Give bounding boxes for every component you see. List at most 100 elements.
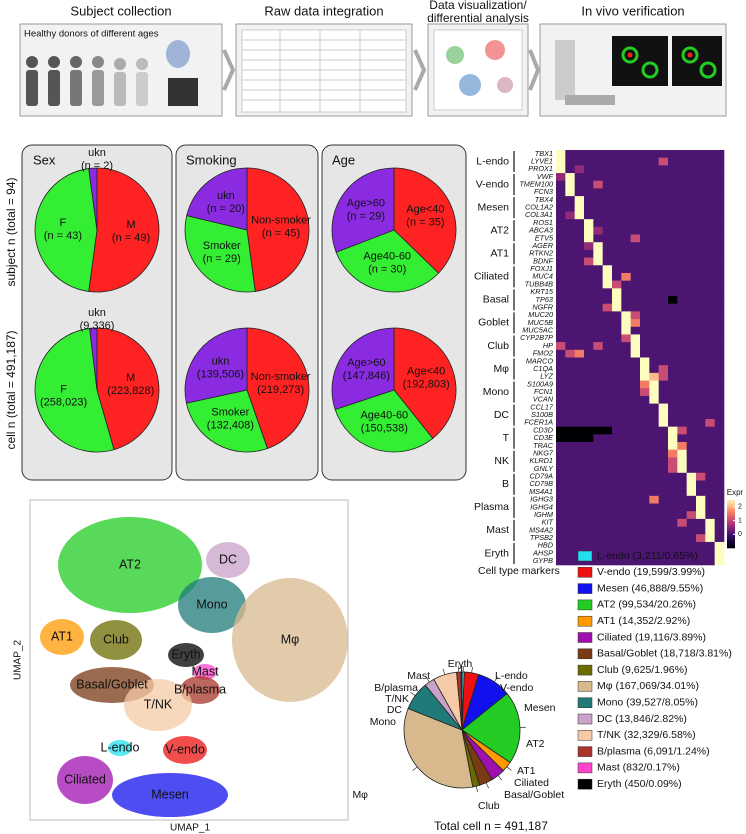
heatmap-cell xyxy=(630,226,641,235)
heatmap-cell xyxy=(705,349,715,358)
heatmap-cell xyxy=(649,249,659,258)
heatmap-cell xyxy=(686,173,697,182)
heatmap-cell xyxy=(640,388,650,397)
umap-icon xyxy=(433,29,523,111)
heatmap-cell xyxy=(686,211,697,220)
heatmap-cell xyxy=(630,349,641,358)
donors-label: Healthy donors of different ages xyxy=(24,29,159,40)
heatmap-cell xyxy=(593,442,603,451)
colorbar-tick-label: 0 xyxy=(738,531,742,538)
heatmap-cell xyxy=(621,173,631,182)
gene-label: CCL17 xyxy=(530,402,554,411)
heatmap-cell xyxy=(612,472,622,481)
slice-label: Mφ xyxy=(352,789,368,801)
heatmap-cell xyxy=(640,326,650,335)
cluster-label: B/plasma xyxy=(174,682,226,696)
heatmap-cell xyxy=(686,257,697,266)
heatmap-cell xyxy=(593,534,603,543)
heatmap-cell xyxy=(705,442,715,451)
heatmap-cell xyxy=(565,180,575,189)
heatmap-cell xyxy=(649,541,659,550)
heatmap-cell xyxy=(602,188,613,197)
heatmap-cell xyxy=(593,395,603,404)
heatmap-cell xyxy=(640,150,650,158)
heatmap-cell xyxy=(658,357,669,366)
heatmap-cell xyxy=(621,211,631,220)
heatmap-cell xyxy=(621,272,631,281)
heatmap-cell xyxy=(714,557,725,566)
heatmap-cell xyxy=(565,480,575,489)
heatmap-cell xyxy=(640,472,650,481)
legend-label: Eryth (450/0.09%) xyxy=(597,778,682,790)
heatmap-cell xyxy=(705,411,715,420)
heatmap-cell xyxy=(640,173,650,182)
heatmap-cell xyxy=(649,380,659,389)
heatmap-cell xyxy=(705,418,715,427)
slice-value-label: (150,538) xyxy=(361,423,408,435)
heatmap-cell xyxy=(668,157,678,166)
slice-label: Age<40 xyxy=(406,204,444,216)
gene-label: HBD xyxy=(538,541,554,550)
heatmap-cell xyxy=(696,311,706,320)
gene-label: MUC5B xyxy=(527,318,553,327)
heatmap-cell xyxy=(584,319,594,328)
heatmap-cell xyxy=(696,203,706,212)
heatmap-cell xyxy=(696,403,706,412)
heatmap-cell xyxy=(612,288,622,297)
slice-label: F xyxy=(60,217,67,229)
heatmap-cell xyxy=(612,150,622,158)
colorbar-title: Expr xyxy=(727,488,744,497)
heatmap-cell xyxy=(705,372,715,381)
heatmap-cell xyxy=(612,380,622,389)
heatmap-cell xyxy=(658,480,669,489)
heatmap-cell xyxy=(630,280,641,289)
heatmap-cell xyxy=(556,518,566,527)
heatmap-cell xyxy=(584,442,594,451)
heatmap-cell xyxy=(714,480,725,489)
pie-slice xyxy=(246,167,310,292)
heatmap-cell xyxy=(602,557,613,566)
heatmap-cell xyxy=(621,150,631,158)
step-title: Data visualization/ xyxy=(429,0,527,12)
heatmap-cell xyxy=(621,465,631,474)
heatmap-cell xyxy=(584,342,594,351)
heatmap-cell xyxy=(612,503,622,512)
heatmap-cell xyxy=(714,488,725,497)
heatmap-cell xyxy=(705,526,715,535)
heatmap-cell xyxy=(640,203,650,212)
heatmap-cell xyxy=(649,296,659,305)
heatmap-cell xyxy=(556,511,566,520)
heatmap-cell xyxy=(686,188,697,197)
gene-label: KIT xyxy=(542,518,554,527)
heatmap-cell xyxy=(677,411,687,420)
heatmap-cell xyxy=(677,557,687,566)
heatmap-cell xyxy=(602,357,613,366)
heatmap-cell xyxy=(714,395,725,404)
heatmap-cell xyxy=(574,465,585,474)
heatmap-cell xyxy=(658,211,669,220)
heatmap-cell xyxy=(593,349,603,358)
heatmap-cell xyxy=(714,465,725,474)
legend-swatch xyxy=(577,567,593,578)
heatmap-cell xyxy=(630,434,641,443)
umap-cluster xyxy=(232,578,348,702)
pie-slice xyxy=(34,168,98,292)
group-label: Eryth xyxy=(484,547,509,559)
heatmap-cell xyxy=(677,418,687,427)
heatmap-cell xyxy=(584,249,594,258)
heatmap-cell xyxy=(714,196,725,205)
heatmap-cell xyxy=(705,434,715,443)
heatmap-cell xyxy=(630,372,641,381)
heatmap-cell xyxy=(640,272,650,281)
gene-label: RTKN2 xyxy=(529,249,553,258)
heatmap-cell xyxy=(602,388,613,397)
heatmap-cell xyxy=(574,173,585,182)
heatmap-cell xyxy=(602,326,613,335)
heatmap-cell xyxy=(686,280,697,289)
heatmap-cell xyxy=(556,150,566,158)
heatmap-cell xyxy=(696,165,706,174)
heatmap-cell xyxy=(565,557,575,566)
heatmap-cell xyxy=(668,411,678,420)
heatmap-cell xyxy=(696,303,706,312)
heatmap-cell xyxy=(565,488,575,497)
